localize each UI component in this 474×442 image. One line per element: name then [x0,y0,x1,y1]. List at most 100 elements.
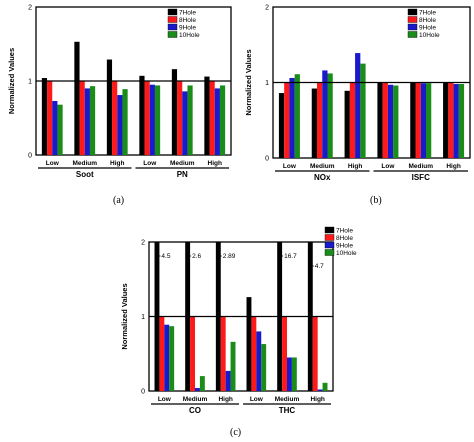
bar [382,82,388,158]
data-label: 2.6 [192,253,201,260]
x-tick-label: Low [158,396,172,403]
bar [420,83,427,158]
legend-swatch [167,23,178,31]
caption-a: (a) [113,195,125,206]
x-tick-label: Medium [183,396,208,403]
x-tick-label: Medium [72,160,97,167]
bar [149,84,155,155]
bar [220,316,226,391]
y-tick-label: 0 [28,153,32,160]
data-label: 2.89 [223,253,236,260]
group-label: THC [279,406,296,415]
group-label: ISFC [412,173,430,182]
bar [117,95,123,155]
bar [159,316,165,391]
bar [190,316,195,391]
chart-panel-b: 0 1 2 Normalized Values Low Medium High NOx Low M… [244,5,471,182]
data-label: 16.7 [284,253,297,260]
bar [214,88,220,155]
bar [171,69,178,155]
bar [164,324,170,391]
y-tick-label: 2 [141,240,145,247]
bar [225,370,231,391]
bar [327,73,333,158]
caption-b: (b) [370,195,382,206]
group-label: CO [189,406,201,415]
x-tick-label: Low [143,160,157,167]
legend-swatch [167,8,178,16]
x-tick-label: High [310,396,324,403]
chart-panel-c: 0 1 2 Normalized Values 4.5 Low 2.6 Medium 2.89 H… [120,226,357,415]
bar [74,41,80,155]
bar [458,84,465,158]
bar [246,297,252,391]
y-tick-label: 0 [141,389,145,396]
bar [448,82,454,158]
bar [139,75,145,155]
y-tick-label: 0 [265,156,269,163]
bar [377,82,383,158]
legend-label: 7Hole [336,228,353,235]
bar [426,83,432,158]
bar [322,382,328,391]
group-label: Soot [76,170,94,179]
x-tick-label: High [110,160,124,167]
x-tick-label: High [218,396,232,403]
y-axis-label: Normalized Values [120,283,129,349]
x-tick-label: Low [250,396,264,403]
x-tick-label: Low [381,163,395,170]
bar [154,85,161,155]
legend-label: 7Hole [419,10,436,17]
bar [393,85,399,158]
bar [316,82,323,158]
caption-c: (c) [230,427,242,438]
bar [322,70,328,158]
bar [52,100,58,155]
legend-swatch [324,234,335,241]
bar [278,93,285,158]
legend-label: 8Hole [419,17,436,24]
bar [349,82,356,158]
bar [256,331,262,391]
bar [187,85,193,155]
x-tick-label: Medium [310,163,335,170]
legend-label: 8Hole [179,17,196,24]
legend-label: 10Hole [419,32,440,39]
bar [387,84,394,158]
legend-swatch [407,23,418,31]
bar [79,81,85,155]
chart-panel-a: 0 1 2 Normalized Values Low Medium High Soot Low… [7,5,232,179]
legend-swatch [407,31,418,38]
x-tick-label: Low [283,163,297,170]
bar [177,81,183,155]
bar [209,81,215,155]
bar [410,82,416,158]
bar [182,91,188,155]
legend-label: 9Hole [336,243,353,250]
bar [443,82,449,158]
y-tick-label: 2 [265,5,269,12]
bar [199,376,205,391]
legend-swatch [407,16,418,23]
bar [453,84,459,158]
y-axis-label: Normalized Values [7,48,16,114]
bar [261,344,267,391]
x-tick-label: Low [46,160,60,167]
legend-swatch [324,241,335,249]
legend-swatch [167,16,178,23]
bar [230,341,236,391]
group-label: NOx [314,173,331,182]
legend-swatch [407,8,418,16]
bar [282,316,287,391]
bar [57,104,63,155]
bar [311,88,317,158]
bar [360,63,366,158]
data-label: 4.7 [315,263,324,270]
bar [169,326,175,391]
legend-label: 10Hole [336,250,357,257]
bar [344,90,350,158]
bar [294,74,300,158]
legend-swatch [324,249,335,256]
legend-swatch [167,31,178,38]
bar [219,85,226,155]
